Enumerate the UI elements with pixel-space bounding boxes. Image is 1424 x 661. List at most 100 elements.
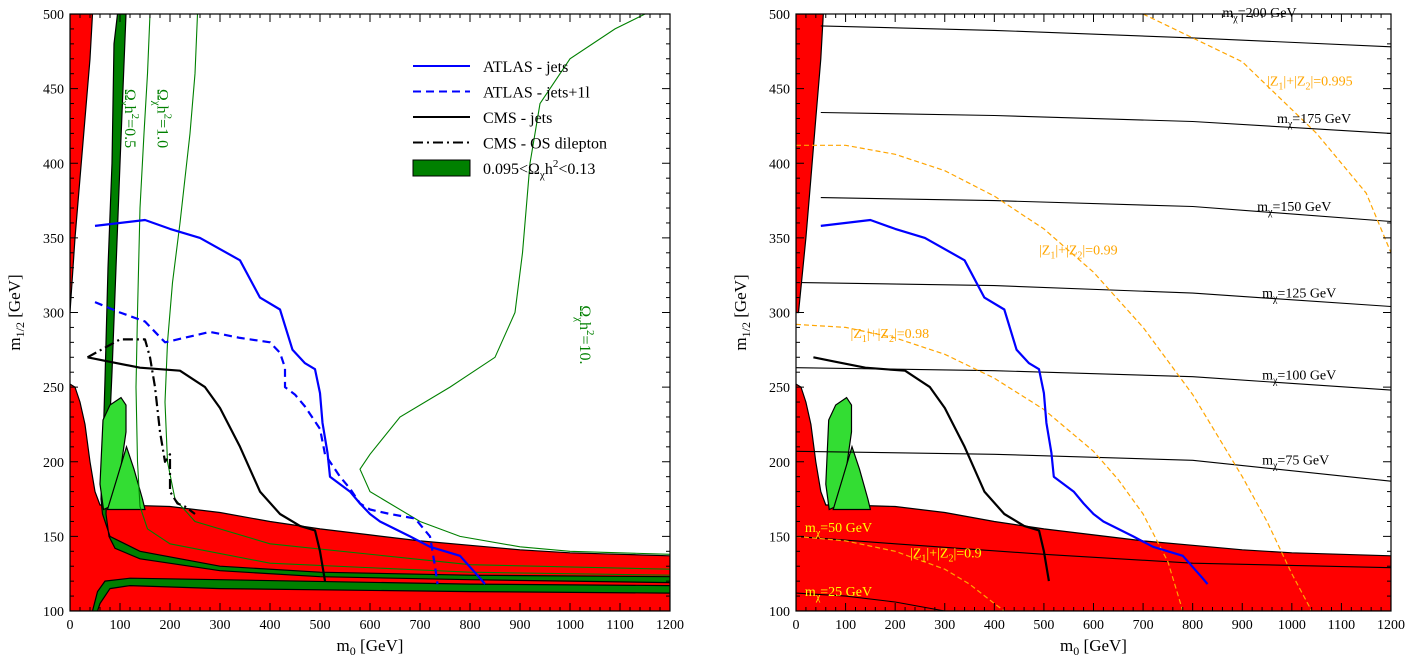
x-tick-label: 1000 <box>556 618 584 633</box>
gaugino-fraction-label-3: |Z1|+|Z2|=0.98 <box>851 327 930 345</box>
relic-contour-label-3: Ωχh2=10. <box>573 305 596 364</box>
legend-label-4: CMS - OS dilepton <box>483 136 607 153</box>
series-line-atlas-jets <box>820 218 1209 585</box>
relic-contour-line-1 <box>135 14 670 576</box>
y-tick-label: 500 <box>769 8 790 23</box>
x-tick-label: 1100 <box>1328 618 1355 633</box>
neutralino-mass-label-2: mχ=175 GeV <box>1277 112 1351 130</box>
gaugino-fraction-label-1: |Z1|+|Z2|=0.995 <box>1267 75 1353 93</box>
neutralino-mass-label-4: mχ=125 GeV <box>1262 287 1336 305</box>
y-tick-label: 450 <box>769 83 790 98</box>
right-x-axis-label: m0 [GeV] <box>1060 636 1127 658</box>
relic-contour-label-2: Ωχh2=1.0 <box>151 89 174 148</box>
neutralino-mass-contour-6 <box>796 450 1391 482</box>
x-tick-label: 600 <box>1083 618 1104 633</box>
y-tick-label: 400 <box>769 157 790 172</box>
x-tick-label: 500 <box>310 618 331 633</box>
neutralino-mass-label-7: mχ=50 GeV <box>805 521 872 539</box>
light-green-region-2 <box>106 444 146 511</box>
y-tick-label: 300 <box>769 307 790 322</box>
series-line-cms-os-dilepton <box>86 338 196 515</box>
right-ticks: 0 100 200 300 400 500 600 700 800 900 1000 1100 1200… <box>769 8 1405 633</box>
neutralino-mass-label-5: mχ=100 GeV <box>1262 369 1336 387</box>
y-tick-label: 300 <box>43 307 64 322</box>
y-tick-label: 200 <box>43 456 64 471</box>
neutralino-mass-contour-1 <box>820 25 1391 48</box>
gaugino-fraction-label-4: |Z1|+|Z2|=0.9 <box>910 546 982 564</box>
y-tick-label: 500 <box>43 8 64 23</box>
x-tick-label: 700 <box>1133 618 1154 633</box>
y-tick-label: 100 <box>43 605 64 620</box>
neutralino-mass-contour-8 <box>796 592 945 611</box>
y-tick-label: 150 <box>769 530 790 545</box>
gaugino-fraction-contour-1 <box>1142 14 1391 254</box>
legend-label-relic-band: 0.095<Ωχh2<0.13 <box>483 158 595 181</box>
series-line-cms-jets <box>813 356 1050 582</box>
relic-contour-line-3 <box>359 14 670 555</box>
x-tick-label: 200 <box>160 618 181 633</box>
excluded-region-lower <box>70 383 670 611</box>
x-tick-label: 1200 <box>656 618 684 633</box>
x-tick-label: 900 <box>510 618 531 633</box>
gaugino-fraction-contour-4 <box>796 535 1005 611</box>
y-tick-label: 400 <box>43 157 64 172</box>
x-tick-label: 0 <box>793 618 800 633</box>
legend-swatch-relic-band <box>412 159 471 177</box>
y-tick-label: 250 <box>769 381 790 396</box>
y-tick-label: 350 <box>769 232 790 247</box>
y-tick-label: 250 <box>43 381 64 396</box>
y-tick-label: 150 <box>43 530 64 545</box>
x-tick-label: 300 <box>934 618 955 633</box>
left-chart: 0 100 200 300 400 500 600 700 800 900 1000 1100 1200… <box>5 8 684 658</box>
neutralino-mass-label-6: mχ=75 GeV <box>1262 454 1329 472</box>
x-tick-label: 700 <box>410 618 431 633</box>
x-tick-label: 100 <box>835 618 856 633</box>
relic-contour-line-2 <box>164 14 670 570</box>
right-y-axis-label: m1/2 [GeV] <box>731 274 753 350</box>
neutralino-mass-contour-4 <box>800 282 1391 308</box>
gaugino-fraction-contour-2 <box>796 144 1313 611</box>
x-tick-label: 300 <box>210 618 231 633</box>
x-tick-label: 800 <box>460 618 481 633</box>
x-tick-label: 800 <box>1182 618 1203 633</box>
x-tick-label: 1000 <box>1278 618 1306 633</box>
y-tick-label: 100 <box>769 605 790 620</box>
x-tick-label: 200 <box>885 618 906 633</box>
left-y-axis-label: m1/2 [GeV] <box>5 274 27 350</box>
x-tick-label: 0 <box>67 618 74 633</box>
neutralino-mass-label-3: mχ=150 GeV <box>1257 200 1331 218</box>
gaugino-fraction-contour-3 <box>796 323 1184 611</box>
x-tick-label: 900 <box>1232 618 1253 633</box>
gaugino-fraction-label-2: |Z1|+|Z2|=0.99 <box>1039 243 1118 261</box>
neutralino-mass-contour-2 <box>820 111 1391 134</box>
neutralino-mass-label-1: mχ=200 GeV <box>1222 6 1296 24</box>
relic-contour-label-1: Ωχh2=0.5 <box>118 89 141 148</box>
right-plot-area <box>796 14 1391 611</box>
excluded-region-lower <box>796 383 1391 611</box>
left-plot-area <box>70 14 670 611</box>
x-tick-label: 400 <box>984 618 1005 633</box>
legend-label-2: ATLAS - jets+1l <box>483 85 590 102</box>
x-tick-label: 100 <box>110 618 131 633</box>
x-tick-label: 600 <box>360 618 381 633</box>
series-line-atlas-jets-1l <box>94 301 439 585</box>
right-chart: 0 100 200 300 400 500 600 700 800 900 1000 1100 1200… <box>731 6 1405 658</box>
legend-label-3: CMS - jets <box>483 110 552 127</box>
light-green-region-2 <box>832 444 872 511</box>
x-tick-label: 1200 <box>1377 618 1405 633</box>
x-tick-label: 1100 <box>606 618 633 633</box>
neutralino-mass-label-8: mχ=25 GeV <box>805 585 872 603</box>
left-legend: ATLAS - jets ATLAS - jets+1l CMS - jets CMS… <box>412 59 607 181</box>
legend-label-1: ATLAS - jets <box>483 59 568 76</box>
series-line-cms-jets <box>87 356 327 582</box>
y-tick-label: 450 <box>43 83 64 98</box>
series-line-atlas-jets <box>94 218 486 585</box>
left-ticks: 0 100 200 300 400 500 600 700 800 900 1000 1100 1200… <box>43 8 684 633</box>
y-tick-label: 350 <box>43 232 64 247</box>
left-x-axis-label: m0 [GeV] <box>337 636 404 658</box>
x-tick-label: 500 <box>1033 618 1054 633</box>
neutralino-mass-contour-3 <box>820 197 1391 223</box>
x-tick-label: 400 <box>260 618 281 633</box>
y-tick-label: 200 <box>769 456 790 471</box>
